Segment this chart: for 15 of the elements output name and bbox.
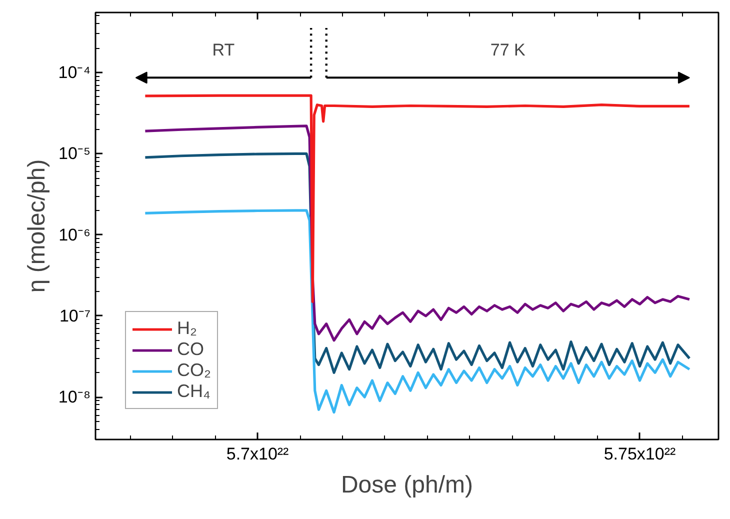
legend-label: CO — [177, 339, 204, 360]
y-tick-label: 10⁻⁶ — [58, 225, 91, 244]
y-tick-label: 10⁻⁷ — [59, 306, 90, 326]
y-tick-label: 10⁻⁴ — [58, 63, 91, 82]
legend-label: CH₄ — [177, 381, 210, 402]
x-tick-label: 5.7x10²² — [226, 444, 290, 464]
annotation: 77 K — [490, 40, 526, 60]
legend-label: CO₂ — [177, 360, 211, 381]
y-tick-label: 10⁻⁸ — [58, 388, 91, 407]
x-tick-label: 5.75x10²² — [604, 444, 676, 464]
y-axis-title: η (molec/ph) — [23, 159, 50, 293]
legend-label: H₂ — [177, 318, 197, 339]
annotation: RT — [212, 40, 235, 60]
x-axis-title: Dose (ph/m) — [340, 472, 474, 498]
y-tick-label: 10⁻⁵ — [58, 144, 91, 164]
